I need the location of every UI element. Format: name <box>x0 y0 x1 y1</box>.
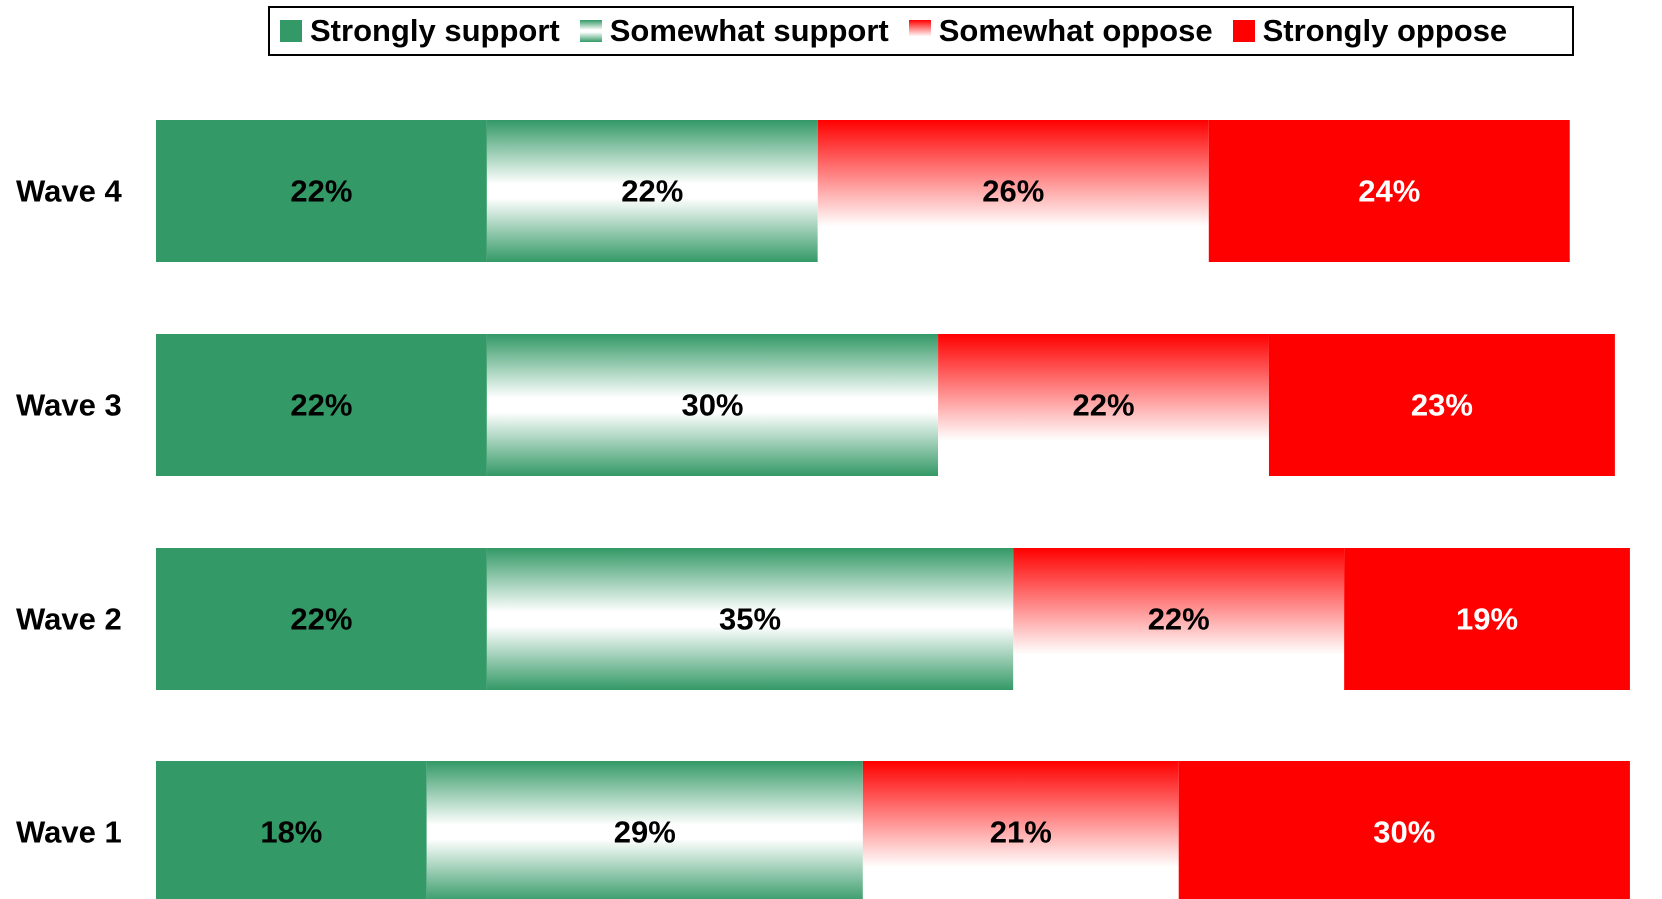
data-label-wave-1-somewhat-support: 29% <box>614 815 676 850</box>
data-label-wave-2-somewhat-support: 35% <box>719 602 781 637</box>
data-label-wave-3-strongly-support: 22% <box>290 388 352 423</box>
bar-wave-3-strongly-support <box>156 334 487 476</box>
legend-label: Somewhat support <box>609 13 889 48</box>
data-label-wave-4-strongly-oppose: 24% <box>1358 174 1420 209</box>
data-label-wave-2-somewhat-oppose: 22% <box>1148 602 1210 637</box>
bar-wave-4-strongly-oppose <box>1208 120 1570 262</box>
legend-label: Strongly support <box>310 13 560 48</box>
legend-item-somewhat-oppose: Somewhat oppose <box>908 13 1213 49</box>
legend-swatch-somewhat-support <box>579 20 602 42</box>
bar-wave-4-strongly-support <box>156 120 487 262</box>
bar-wave-1-somewhat-oppose <box>862 761 1179 899</box>
bar-wave-1-somewhat-support <box>426 761 863 899</box>
bar-wave-2-strongly-oppose <box>1344 548 1630 690</box>
data-label-wave-1-somewhat-oppose: 21% <box>990 815 1052 850</box>
legend-swatch-somewhat-oppose <box>908 20 931 42</box>
bars-layer <box>156 120 1630 899</box>
bar-wave-3-somewhat-support <box>486 334 939 476</box>
bar-wave-3-strongly-oppose <box>1268 334 1615 476</box>
data-label-wave-4-somewhat-support: 22% <box>621 174 683 209</box>
data-label-wave-3-strongly-oppose: 23% <box>1411 388 1473 423</box>
legend-label: Somewhat oppose <box>938 13 1213 48</box>
data-label-wave-4-somewhat-oppose: 26% <box>982 174 1044 209</box>
bar-wave-3-somewhat-oppose <box>938 334 1269 476</box>
legend-swatch-strongly-support <box>280 20 302 42</box>
category-label-wave-1: Wave 1 <box>16 815 122 850</box>
bar-wave-4-somewhat-support <box>486 120 818 262</box>
bar-wave-1-strongly-oppose <box>1178 761 1630 899</box>
category-label-wave-4: Wave 4 <box>16 174 122 209</box>
category-label-wave-2: Wave 2 <box>16 602 122 637</box>
data-label-wave-3-somewhat-support: 30% <box>681 388 743 423</box>
legend-swatch-strongly-oppose <box>1232 20 1255 42</box>
bar-wave-1-strongly-support <box>156 761 427 899</box>
data-label-wave-2-strongly-support: 22% <box>290 602 352 637</box>
data-label-wave-3-somewhat-oppose: 22% <box>1072 388 1134 423</box>
bar-wave-4-somewhat-oppose <box>817 120 1209 262</box>
legend-item-somewhat-support: Somewhat support <box>579 13 889 49</box>
bar-wave-2-somewhat-support <box>486 548 1014 690</box>
legend-label: Strongly oppose <box>1262 13 1508 48</box>
labels-layer: Wave 4 22% 22% 26% 24% Wave 3 22% 30% 22% 23% Wave… <box>16 174 1518 850</box>
legend-item-strongly-support: Strongly support <box>280 13 560 49</box>
legend-item-strongly-oppose: Strongly oppose <box>1232 13 1508 49</box>
data-label-wave-2-strongly-oppose: 19% <box>1456 602 1518 637</box>
category-label-wave-3: Wave 3 <box>16 388 122 423</box>
legend: Strongly support Somewhat support Somewh… <box>268 6 1574 56</box>
data-label-wave-4-strongly-support: 22% <box>290 174 352 209</box>
data-label-wave-1-strongly-support: 18% <box>260 815 322 850</box>
bar-wave-2-strongly-support <box>156 548 487 690</box>
bar-wave-2-somewhat-oppose <box>1013 548 1345 690</box>
data-label-wave-1-strongly-oppose: 30% <box>1373 815 1435 850</box>
